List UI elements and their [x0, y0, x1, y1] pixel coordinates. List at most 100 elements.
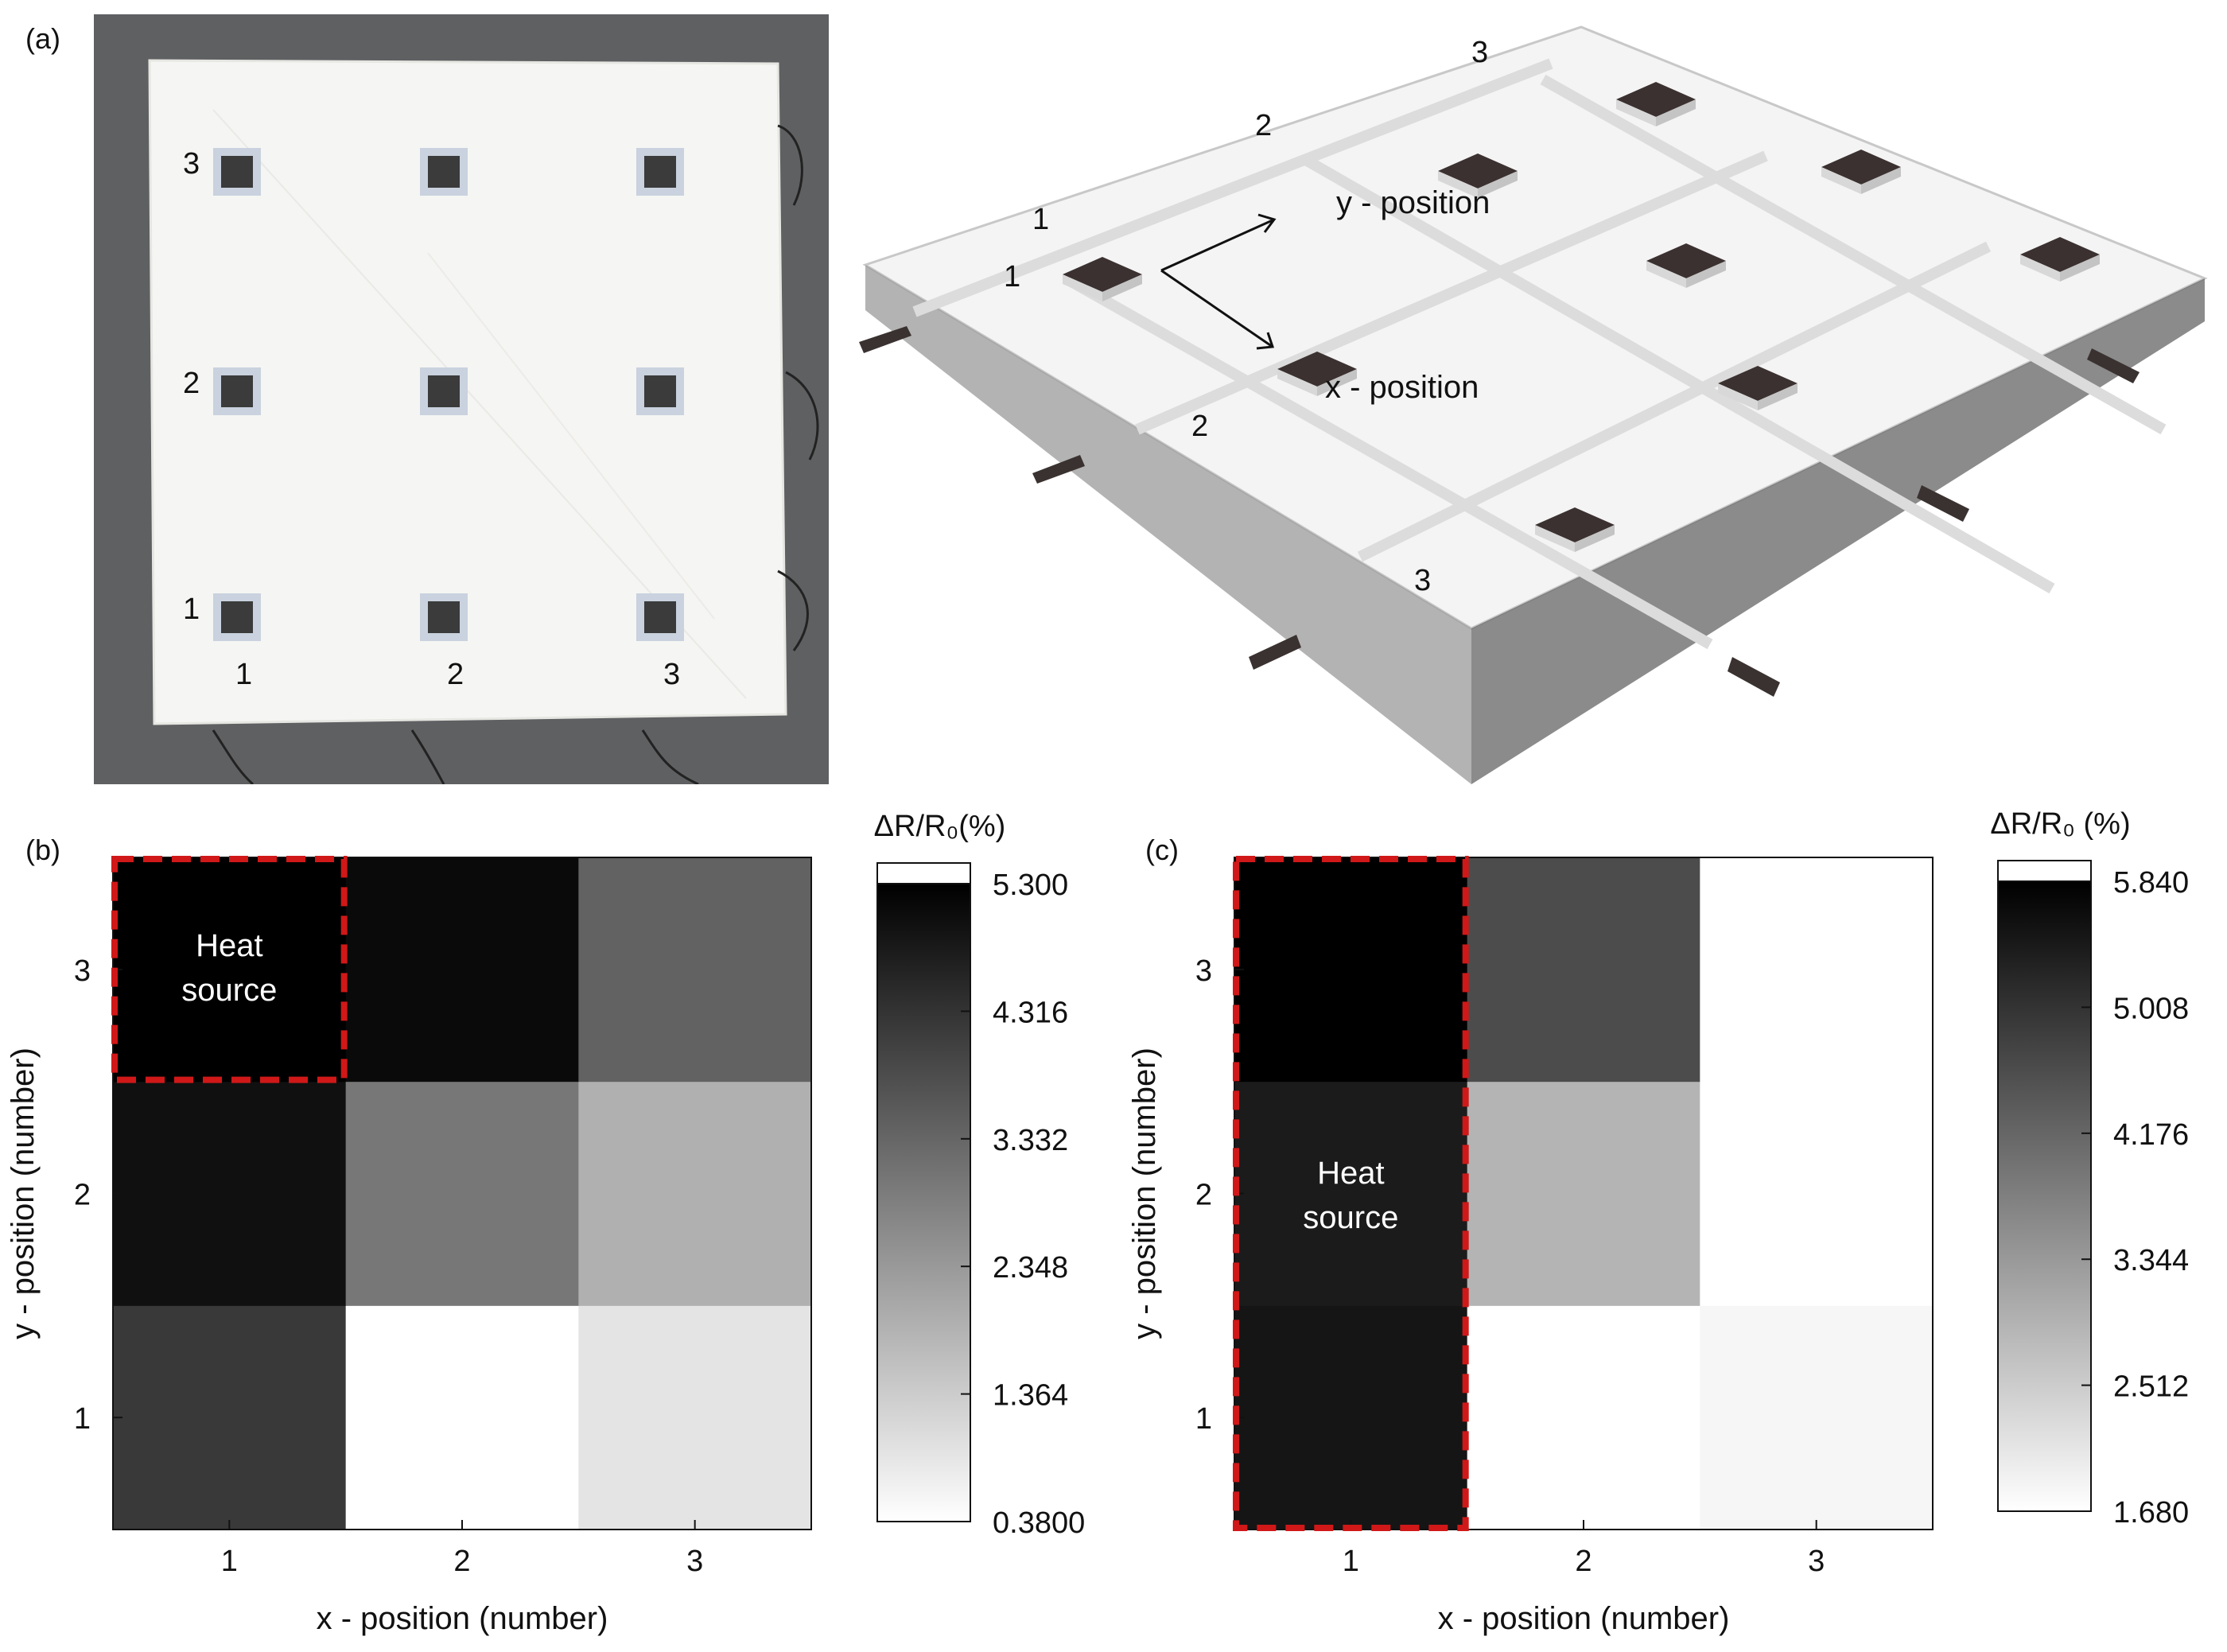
sensor-pad-r1-c3 — [644, 601, 676, 633]
wire — [777, 569, 809, 651]
heatmap-cell-x1-y2 — [1234, 1081, 1468, 1306]
sensor-plate-photo: 3 2 1 1 2 3 — [94, 14, 829, 784]
colorbar-overflow — [876, 862, 971, 884]
panel-label-c: (c) — [1145, 834, 1179, 866]
heatmap-b: 1 2 3 1 2 3 Heat source x - position (number)… — [6, 810, 1085, 1636]
y-tick-label-3: 3 — [74, 954, 91, 988]
colorbar-tick-label: 0.3800 — [993, 1506, 1085, 1540]
colorbar-tick-label: 2.348 — [993, 1251, 1068, 1285]
annotation-line-2: source — [181, 973, 277, 1008]
colorbar-label: ΔR/R₀(%) — [874, 810, 1006, 843]
sensor-pad-3d-edge — [1063, 274, 1102, 301]
heatmap-cell-x1-y1 — [1234, 1305, 1468, 1530]
colorbar-overflow — [1997, 860, 2092, 882]
y-tick-label-1: 1 — [1195, 1402, 1212, 1436]
sensor-pads-3d — [1063, 82, 2100, 552]
sensor-pad-r3-c3 — [644, 156, 676, 188]
photo-row-label-3: 3 — [183, 147, 200, 181]
sensor-traces — [912, 58, 2167, 650]
connector-pins — [859, 326, 2140, 697]
x-tick-label-2: 2 — [1575, 1545, 1592, 1578]
heatmap-cell-x3-y3 — [578, 857, 812, 1083]
wire — [212, 729, 255, 784]
panel-label-a: (a) — [25, 22, 60, 55]
photo-col-label-1: 1 — [235, 658, 252, 691]
photo-col-label-2: 2 — [447, 658, 464, 691]
colorbar-tick-label: 5.008 — [2113, 992, 2189, 1025]
y-tick-label-2: 2 — [1195, 1179, 1212, 1212]
heat-source-box — [111, 856, 348, 1083]
heatmap-cell-x2-y3 — [1467, 857, 1700, 1083]
render-top-label-1: 1 — [1032, 203, 1049, 236]
wire — [777, 124, 803, 206]
sensor-pad-r1-c1 — [221, 601, 253, 633]
y-axis-label: y - position (number) — [6, 1048, 41, 1339]
sensor-pad-3d-edge — [1656, 99, 1696, 126]
x-tick-label-3: 3 — [1808, 1545, 1825, 1578]
heatmap-cell-x1-y3 — [1234, 857, 1468, 1083]
photo-col-label-3: 3 — [663, 658, 680, 691]
axes: 1 2 3 1 2 3 — [74, 954, 703, 1578]
colorbar-tick-label: 5.840 — [2113, 866, 2189, 900]
heatmap-cell-x2-y2 — [345, 1081, 579, 1306]
sensor-pad-3d-edge — [1535, 525, 1575, 552]
colorbar-tick-label: 3.332 — [993, 1124, 1068, 1157]
sensor-pad-grid — [213, 148, 684, 641]
x-position-label: x - position — [1325, 370, 1479, 405]
annotation-line-1: Heat — [196, 928, 263, 963]
heatmap-cell-x2-y1 — [345, 1305, 579, 1530]
y-axis-label: y - position (number) — [1127, 1048, 1162, 1339]
colorbar-label: ΔR/R₀ (%) — [1990, 807, 2130, 841]
annotation-line-1: Heat — [1317, 1156, 1385, 1191]
heatmap-cell-x1-y3 — [113, 857, 347, 1083]
photo-row-label-1: 1 — [183, 593, 200, 626]
colorbar-tick-label: 1.364 — [993, 1379, 1068, 1413]
slab-top — [862, 25, 2208, 630]
colorbar-tick-label: 5.300 — [993, 869, 1068, 902]
heatmap-cell-x2-y1 — [1467, 1305, 1700, 1530]
y-position-label: y - position — [1336, 185, 1490, 220]
colorbar-ticks: 5.300 4.316 3.332 2.348 1.364 0.3800 — [961, 869, 1085, 1540]
heatmap-cell-x3-y1 — [578, 1305, 812, 1530]
heatmap-cells — [1234, 857, 1934, 1530]
sensor-pad-r3-c1 — [221, 156, 253, 188]
heatmap-cell-x3-y2 — [1700, 1081, 1934, 1306]
sensor-pad-3d-edge — [1616, 99, 1656, 126]
sensor-pad-r2-c1 — [221, 375, 253, 407]
photo-row-label-2: 2 — [183, 367, 200, 400]
sensor-pad-r3-c2 — [428, 156, 460, 188]
sensor-pad-r2-c3 — [644, 375, 676, 407]
panel-label-b: (b) — [25, 834, 60, 866]
sensor-pad-3d-edge — [1821, 167, 1861, 194]
x-axis-label: x - position (number) — [1438, 1601, 1730, 1636]
colorbar — [876, 883, 971, 1522]
render-left-label-3: 3 — [1414, 564, 1431, 597]
wire — [410, 729, 445, 784]
wire — [785, 371, 819, 461]
colorbar-tick-label: 4.176 — [2113, 1118, 2189, 1152]
sensor-pad-r2-c2 — [428, 375, 460, 407]
sensor-pad-3d-edge — [1438, 171, 1478, 198]
heatmap-c: 1 2 3 1 2 3 Heat source x - position (number)… — [1127, 807, 2189, 1636]
slab-front-right — [1471, 278, 2205, 784]
sensor-pad-3d-edge — [2020, 255, 2060, 282]
x-tick-label-1: 1 — [221, 1545, 238, 1578]
colorbar-ticks: 5.840 5.008 4.176 3.344 2.512 1.680 — [2081, 866, 2189, 1530]
annotation-line-2: source — [1303, 1200, 1398, 1235]
heatmap-cell-x1-y2 — [113, 1081, 347, 1306]
y-tick-label-2: 2 — [74, 1179, 91, 1212]
heatmap-cells — [113, 857, 812, 1530]
colorbar-tick-label: 2.512 — [2113, 1370, 2189, 1404]
slab-front-left — [865, 265, 1471, 784]
sensor-pad-3d-edge — [1102, 274, 1142, 301]
axis-arrows — [1160, 213, 1277, 350]
sensor-pad-3d-edge — [1861, 167, 1901, 194]
x-tick-label-2: 2 — [453, 1545, 470, 1578]
x-tick-label-3: 3 — [686, 1545, 703, 1578]
sensor-pad-3d-edge — [1317, 369, 1357, 396]
render-top-label-3: 3 — [1471, 36, 1488, 69]
sensor-pad-r1-c2 — [428, 601, 460, 633]
sensor-pad-3d-edge — [1758, 383, 1798, 410]
heatmap-cell-x2-y3 — [345, 857, 579, 1083]
sensor-pad-3d-edge — [1718, 383, 1758, 410]
